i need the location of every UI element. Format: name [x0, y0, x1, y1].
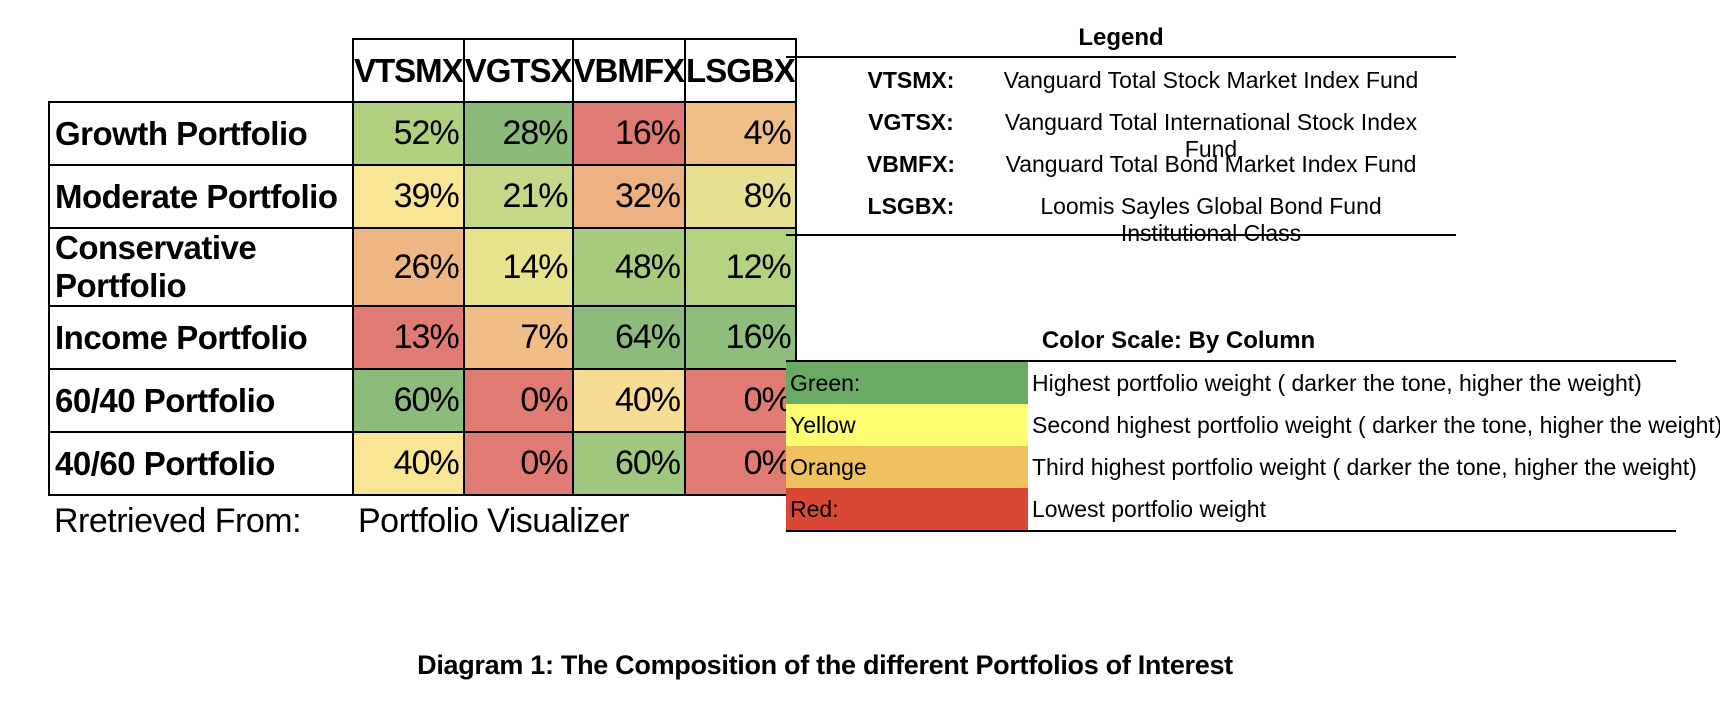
heatmap-cell: 64%	[571, 305, 687, 370]
legend-item: VTSMX: Vanguard Total Stock Market Index…	[786, 58, 1456, 102]
legend-fund-name: Vanguard Total International Stock Index…	[1004, 109, 1418, 162]
row-label: Moderate Portfolio	[48, 164, 354, 229]
source-label: Rretrieved From:	[54, 502, 302, 540]
portfolio-heatmap-table: VTSMX VGTSX VBMFX LSGBX Growth Portfolio…	[48, 38, 797, 496]
heatmap-cell: 48%	[571, 227, 687, 307]
legend-item: VGTSX: Vanguard Total International Stoc…	[786, 100, 1456, 162]
row-label: 60/40 Portfolio	[48, 368, 354, 433]
heatmap-cell: 0%	[462, 431, 574, 496]
heatmap-row: Moderate Portfolio 39% 21% 32% 8%	[48, 164, 797, 229]
heatmap-cell: 40%	[571, 368, 687, 433]
heatmap-row: 40/60 Portfolio 40% 0% 60% 0%	[48, 431, 797, 496]
color-scale-item: Red: Lowest portfolio weight	[786, 488, 1676, 530]
source-value: Portfolio Visualizer	[358, 502, 629, 540]
heatmap-cell: 0%	[684, 431, 797, 496]
color-swatch-green: Green:	[786, 362, 1028, 404]
heatmap-cell: 12%	[684, 227, 797, 307]
legend-fund-name: Vanguard Total Stock Market Index Fund	[1003, 67, 1419, 93]
heatmap-row: 60/40 Portfolio 60% 0% 40% 0%	[48, 368, 797, 433]
legend-fund-name: Loomis Sayles Global Bond Fund Instituti…	[1040, 193, 1382, 246]
heatmap-body: Growth Portfolio 52% 28% 16% 4% Moderate Port…	[48, 101, 797, 496]
row-label: Conservative Portfolio	[48, 227, 354, 307]
color-swatch-yellow: Yellow	[786, 404, 1028, 446]
legend-fund-name: Vanguard Total Bond Market Index Fund	[1005, 151, 1417, 177]
legend-item: VBMFX: Vanguard Total Bond Market Index …	[786, 142, 1456, 186]
legend: VTSMX: Vanguard Total Stock Market Index…	[786, 56, 1456, 246]
heatmap-cell: 0%	[462, 368, 574, 433]
color-scale-title: Color Scale: By Column	[1041, 327, 1316, 354]
color-scale-item: Orange Third highest portfolio weight ( …	[786, 446, 1697, 488]
column-header-vbmfx: VBMFX	[571, 38, 687, 103]
row-label: Growth Portfolio	[48, 101, 354, 166]
color-description: Third highest portfolio weight ( darker …	[1032, 454, 1697, 480]
color-scale-item: Green: Highest portfolio weight ( darker…	[786, 362, 1676, 404]
heatmap-row: Growth Portfolio 52% 28% 16% 4%	[48, 101, 797, 166]
color-description: Second highest portfolio weight ( darker…	[1032, 412, 1720, 438]
heatmap-cell: 7%	[462, 305, 574, 370]
heatmap-row: Conservative Portfolio 26% 14% 48% 12%	[48, 227, 797, 307]
heatmap-cell: 60%	[352, 368, 465, 433]
heatmap-cell: 16%	[684, 305, 797, 370]
heatmap-cell: 39%	[352, 164, 465, 229]
heatmap-row: Income Portfolio 13% 7% 64% 16%	[48, 305, 797, 370]
color-description: Highest portfolio weight ( darker the to…	[1032, 370, 1642, 396]
heatmap-cell: 28%	[462, 101, 574, 166]
heatmap-cell: 21%	[462, 164, 574, 229]
color-description: Lowest portfolio weight	[1032, 496, 1266, 522]
heatmap-cell: 13%	[352, 305, 465, 370]
heatmap-corner	[49, 39, 353, 102]
heatmap-cell: 16%	[571, 101, 687, 166]
column-header-vtsmx: VTSMX	[352, 38, 465, 103]
heatmap-cell: 4%	[684, 101, 797, 166]
legend-code: VBMFX:	[866, 151, 956, 177]
legend-code: VGTSX:	[868, 109, 954, 135]
row-label: 40/60 Portfolio	[48, 431, 354, 496]
legend-item: LSGBX: Loomis Sayles Global Bond Fund In…	[786, 184, 1456, 246]
legend-code: VTSMX:	[867, 67, 955, 93]
color-scale: Green: Highest portfolio weight ( darker…	[786, 360, 1720, 532]
heatmap-cell: 26%	[352, 227, 465, 307]
color-swatch-red: Red:	[786, 488, 1028, 530]
heatmap-cell: 32%	[571, 164, 687, 229]
heatmap-header-row: VTSMX VGTSX VBMFX LSGBX	[49, 38, 797, 103]
heatmap-cell: 40%	[352, 431, 465, 496]
heatmap-cell: 0%	[684, 368, 797, 433]
heatmap-cell: 60%	[571, 431, 687, 496]
color-swatch-orange: Orange	[786, 446, 1028, 488]
color-scale-item: Yellow Second highest portfolio weight (…	[786, 404, 1720, 446]
legend-code: LSGBX:	[867, 193, 955, 219]
heatmap-cell: 52%	[352, 101, 465, 166]
legend-title: Legend	[1078, 24, 1164, 51]
heatmap-cell: 8%	[684, 164, 797, 229]
heatmap-cell: 14%	[462, 227, 574, 307]
figure-caption: Diagram 1: The Composition of the differ…	[417, 650, 1233, 680]
row-label: Income Portfolio	[48, 305, 354, 370]
column-header-lsgbx: LSGBX	[684, 38, 797, 103]
column-header-vgtsx: VGTSX	[462, 38, 574, 103]
